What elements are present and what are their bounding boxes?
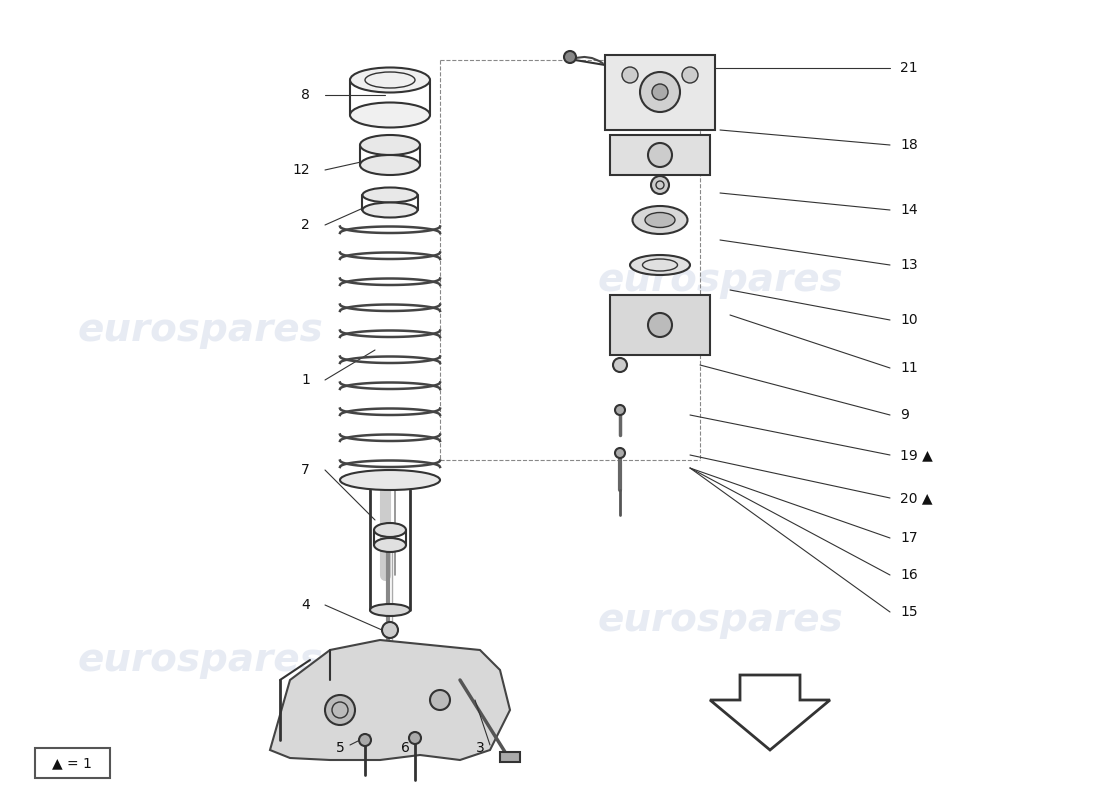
Circle shape — [648, 313, 672, 337]
Circle shape — [652, 84, 668, 100]
Circle shape — [621, 67, 638, 83]
Circle shape — [682, 67, 698, 83]
Text: 8: 8 — [301, 88, 310, 102]
Ellipse shape — [374, 523, 406, 537]
Text: 12: 12 — [293, 163, 310, 177]
Circle shape — [382, 622, 398, 638]
Circle shape — [409, 732, 421, 744]
Circle shape — [615, 405, 625, 415]
Ellipse shape — [360, 135, 420, 155]
Circle shape — [640, 72, 680, 112]
Circle shape — [359, 734, 371, 746]
Text: 4: 4 — [301, 598, 310, 612]
Text: eurospares: eurospares — [77, 311, 323, 349]
Circle shape — [651, 176, 669, 194]
Ellipse shape — [363, 187, 418, 202]
Text: 11: 11 — [900, 361, 917, 375]
Ellipse shape — [632, 206, 688, 234]
Text: 15: 15 — [900, 605, 917, 619]
Bar — [610, 135, 710, 175]
Text: eurospares: eurospares — [77, 641, 323, 679]
Text: 2: 2 — [301, 218, 310, 232]
Text: 6: 6 — [402, 741, 410, 755]
Ellipse shape — [350, 102, 430, 127]
Bar — [35, 748, 110, 778]
Text: 7: 7 — [301, 463, 310, 477]
Text: eurospares: eurospares — [597, 601, 843, 639]
Text: 1: 1 — [301, 373, 310, 387]
Text: 10: 10 — [900, 313, 917, 327]
Text: eurospares: eurospares — [597, 261, 843, 299]
Circle shape — [564, 51, 576, 63]
Text: 5: 5 — [337, 741, 345, 755]
Ellipse shape — [374, 538, 406, 552]
Text: 13: 13 — [900, 258, 917, 272]
Text: 18: 18 — [900, 138, 917, 152]
Ellipse shape — [370, 604, 410, 616]
Text: 9: 9 — [900, 408, 909, 422]
Ellipse shape — [630, 255, 690, 275]
Polygon shape — [270, 640, 510, 760]
Bar — [610, 295, 710, 355]
Text: 20 ▲: 20 ▲ — [900, 491, 933, 505]
Bar — [500, 752, 520, 762]
Bar — [605, 55, 715, 130]
Circle shape — [324, 695, 355, 725]
Text: 14: 14 — [900, 203, 917, 217]
Text: 17: 17 — [900, 531, 917, 545]
Ellipse shape — [360, 155, 420, 175]
Text: 16: 16 — [900, 568, 917, 582]
Text: 21: 21 — [900, 61, 917, 75]
Ellipse shape — [350, 67, 430, 93]
Text: 19 ▲: 19 ▲ — [900, 448, 933, 462]
Circle shape — [648, 143, 672, 167]
Circle shape — [615, 448, 625, 458]
Text: ▲ = 1: ▲ = 1 — [52, 756, 92, 770]
Text: 3: 3 — [476, 741, 485, 755]
Circle shape — [430, 690, 450, 710]
Ellipse shape — [363, 202, 418, 218]
Ellipse shape — [340, 470, 440, 490]
Ellipse shape — [645, 213, 675, 227]
Circle shape — [613, 358, 627, 372]
